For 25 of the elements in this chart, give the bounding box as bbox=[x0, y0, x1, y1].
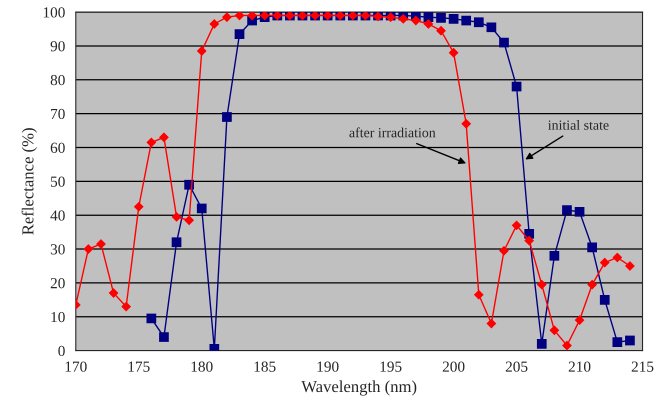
y-axis-title: Reflectance (%) bbox=[22, 128, 37, 235]
y-tick-label: 70 bbox=[51, 108, 65, 120]
x-tick-label: 195 bbox=[380, 362, 402, 372]
y-tick-label: 50 bbox=[50, 176, 65, 187]
x-tick-label: 210 bbox=[568, 361, 590, 372]
x-tick-label: 215 bbox=[632, 362, 654, 372]
x-tick-label: 175 bbox=[128, 362, 150, 372]
annotation: after irradiation bbox=[349, 127, 436, 138]
x-tick-label: 180 bbox=[192, 361, 213, 372]
y-tick-label: 100 bbox=[44, 7, 65, 18]
y-tick-label: 10 bbox=[51, 312, 65, 322]
x-tick-label: 170 bbox=[66, 361, 87, 372]
y-tick-label: 80 bbox=[50, 74, 65, 86]
annotation: initial state bbox=[548, 120, 609, 130]
y-tick-label: 20 bbox=[50, 278, 65, 288]
y-tick-label: 30 bbox=[50, 244, 65, 255]
x-tick-label: 205 bbox=[506, 361, 528, 372]
y-tick-label: 90 bbox=[50, 41, 65, 52]
x-tick-label: 190 bbox=[318, 361, 339, 372]
x-axis-title: Wavelength (nm) bbox=[301, 380, 416, 396]
y-tick-label: 40 bbox=[50, 210, 65, 221]
x-tick-label: 200 bbox=[442, 361, 464, 372]
y-tick-label: 60 bbox=[50, 142, 65, 153]
y-tick-label: 0 bbox=[58, 346, 65, 356]
x-tick-label: 185 bbox=[254, 361, 276, 372]
